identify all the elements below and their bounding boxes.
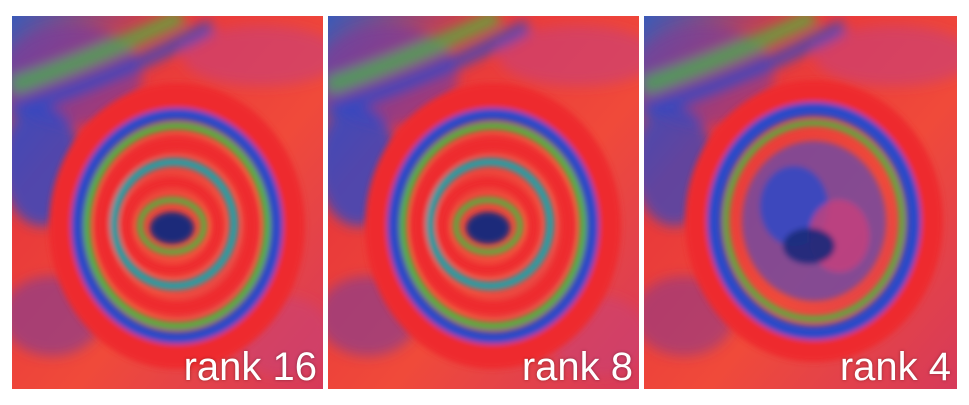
- panel-image-rank-8: [328, 16, 639, 389]
- rank-label: rank 4: [839, 345, 951, 389]
- rank-label: rank 8: [521, 345, 633, 389]
- panel-image-rank-16: [12, 16, 323, 389]
- rank-label: rank 16: [183, 345, 317, 389]
- panel-rank-16: rank 16: [12, 16, 323, 389]
- panel-rank-8: rank 8: [328, 16, 639, 389]
- panel-rank-4: rank 4: [644, 16, 957, 389]
- panel-image-rank-4: [644, 16, 957, 389]
